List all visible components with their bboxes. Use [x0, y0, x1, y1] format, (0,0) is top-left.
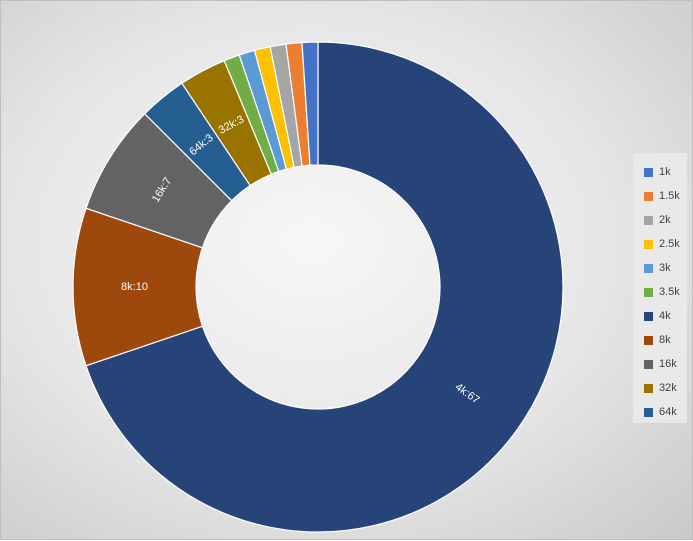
legend-swatch: [644, 215, 653, 225]
legend-label: 2.5k: [659, 238, 680, 250]
legend-item-1.5k: 1.5k: [633, 184, 687, 208]
legend: 1k 1.5k 2k 2.5k 3k 3.5k 4k 8k 16k 32k 64k: [633, 153, 687, 423]
legend-item-3.5k: 3.5k: [633, 280, 687, 304]
legend-swatch: [644, 287, 653, 297]
legend-item-2.5k: 2.5k: [633, 232, 687, 256]
legend-swatch: [644, 335, 653, 345]
legend-swatch: [644, 359, 653, 369]
legend-label: 16k: [659, 358, 677, 370]
slice-4k: [85, 41, 564, 533]
legend-item-1k: 1k: [633, 160, 687, 184]
legend-swatch: [644, 407, 653, 417]
legend-label: 2k: [659, 214, 671, 226]
legend-label: 64k: [659, 406, 677, 418]
legend-item-4k: 4k: [633, 304, 687, 328]
legend-item-16k: 16k: [633, 352, 687, 376]
legend-swatch: [644, 239, 653, 249]
legend-label: 8k: [659, 334, 671, 346]
legend-item-32k: 32k: [633, 376, 687, 400]
legend-label: 1.5k: [659, 190, 680, 202]
legend-item-8k: 8k: [633, 328, 687, 352]
legend-swatch: [644, 167, 653, 177]
legend-label: 32k: [659, 382, 677, 394]
legend-label: 4k: [659, 310, 671, 322]
legend-item-2k: 2k: [633, 208, 687, 232]
legend-label: 1k: [659, 166, 671, 178]
legend-swatch: [644, 263, 653, 273]
legend-label: 3k: [659, 262, 671, 274]
data-label-8k: 8k:10: [121, 281, 148, 293]
legend-swatch: [644, 311, 653, 321]
legend-item-64k: 64k: [633, 400, 687, 424]
legend-item-3k: 3k: [633, 256, 687, 280]
legend-label: 3.5k: [659, 286, 680, 298]
legend-swatch: [644, 383, 653, 393]
legend-swatch: [644, 191, 653, 201]
slice-1k: [301, 41, 319, 166]
